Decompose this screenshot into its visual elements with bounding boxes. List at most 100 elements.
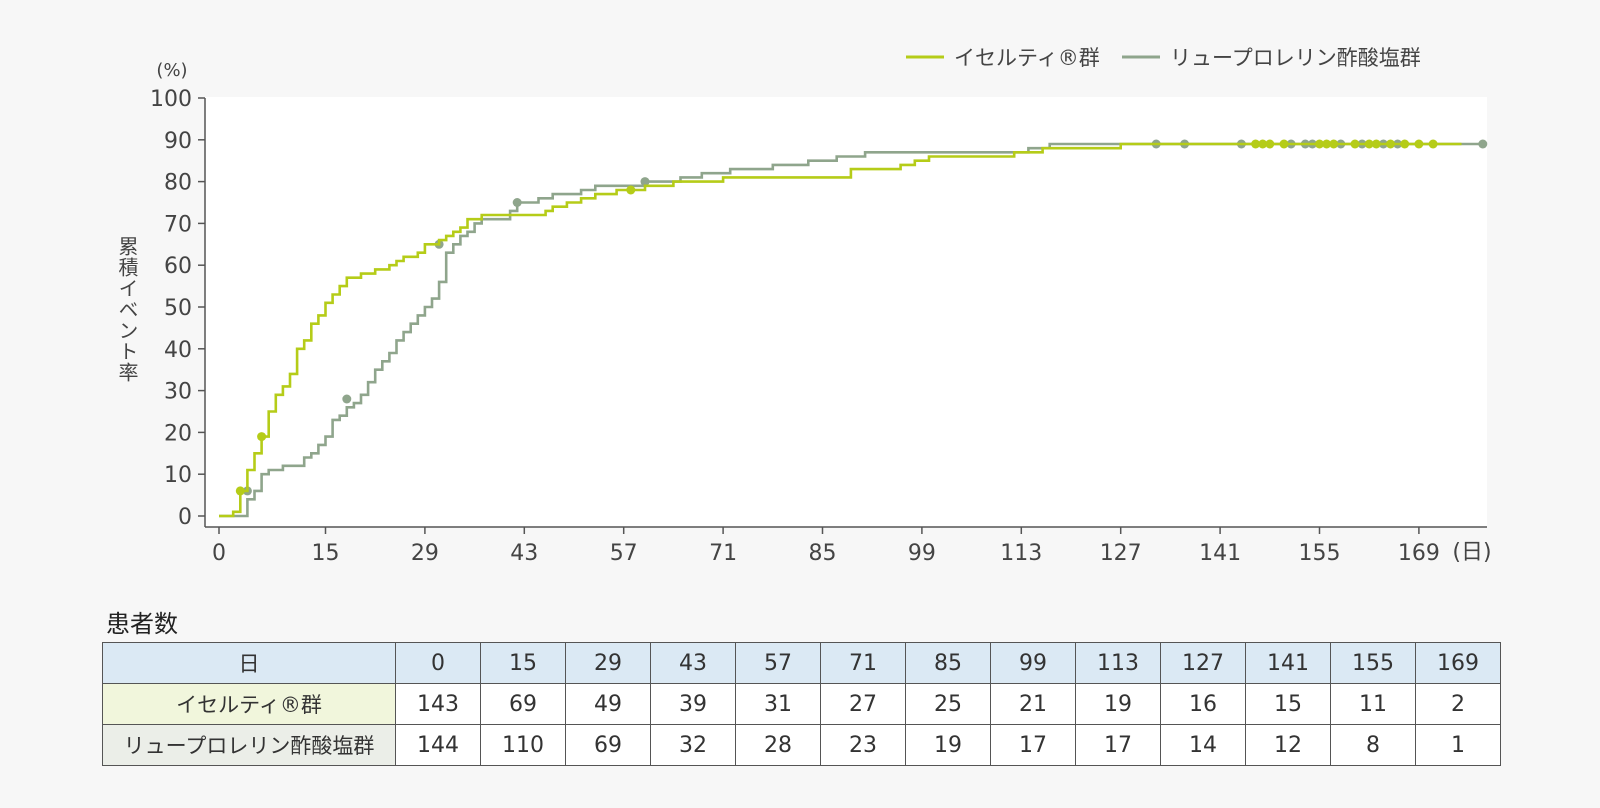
table-cell: 12 — [1245, 724, 1331, 766]
y-tick-label: 50 — [164, 296, 192, 321]
table-header-day: 169 — [1415, 642, 1501, 684]
table-header-day: 155 — [1330, 642, 1416, 684]
censor-mark — [640, 177, 650, 187]
x-axis-unit: (日) — [1452, 540, 1491, 565]
table-cell: 69 — [480, 683, 566, 725]
table-cell: 21 — [990, 683, 1076, 725]
table-cell: 28 — [735, 724, 821, 766]
y-tick-label: 100 — [150, 87, 192, 112]
axes: 0 10 20 30 40 50 60 70 80 90 100 0 15 29 43 57 71 85 99 113… — [150, 87, 1487, 566]
censor-mark — [1350, 139, 1360, 149]
y-tick-label: 20 — [164, 421, 192, 446]
table-header-day: 0 — [395, 642, 481, 684]
censor-mark — [626, 185, 636, 195]
table-header-day: 15 — [480, 642, 566, 684]
table-row-label: イセルティ®群 — [102, 683, 396, 725]
y-tick-label: 40 — [164, 338, 192, 363]
table-cell: 144 — [395, 724, 481, 766]
censor-mark — [1329, 139, 1339, 149]
x-tick-label: 169 — [1398, 541, 1440, 566]
series-line-0 — [219, 142, 1462, 518]
censor-mark — [1371, 139, 1381, 149]
legend-label-iserty: イセルティ®群 — [954, 46, 1100, 70]
series-layer — [219, 139, 1488, 518]
censor-mark — [1428, 139, 1438, 149]
table-cell: 1 — [1415, 724, 1501, 766]
x-tick-label: 141 — [1199, 541, 1241, 566]
censor-mark — [1279, 139, 1289, 149]
censor-mark — [1258, 139, 1268, 149]
x-tick-label: 29 — [411, 541, 439, 566]
table-cell: 16 — [1160, 683, 1246, 725]
censor-mark — [1315, 139, 1324, 149]
table-header-day: 71 — [820, 642, 906, 684]
table-cell: 8 — [1330, 724, 1416, 766]
censor-mark — [512, 198, 522, 207]
chart: 0 10 20 30 40 50 60 70 80 90 100 0 15 29 43 57 71 85 99 113… — [115, 46, 1492, 566]
censor-mark — [1265, 139, 1275, 149]
y-axis-unit: (%) — [156, 60, 187, 81]
plot-area — [205, 97, 1487, 527]
legend: イセルティ®群 リュープロレリン酢酸塩群 — [906, 46, 1421, 70]
x-tick-label: 71 — [709, 541, 737, 566]
table-cell: 39 — [650, 683, 736, 725]
table-row: リュープロレリン酢酸塩群 144 110 69 32 28 23 19 17 17 14 12 8 1 — [102, 724, 1501, 766]
censor-mark — [1251, 139, 1261, 149]
table-header-day: 99 — [990, 642, 1076, 684]
censor-mark — [342, 394, 352, 404]
table-cell: 17 — [990, 724, 1076, 766]
table-cell: 15 — [1245, 683, 1331, 725]
y-tick-label: 80 — [164, 171, 192, 196]
x-tick-label: 15 — [312, 541, 340, 566]
table-cell: 110 — [480, 724, 566, 766]
table-cell: 27 — [820, 683, 906, 725]
censor-mark — [1414, 139, 1424, 149]
y-tick-label: 70 — [164, 212, 192, 237]
censor-mark — [257, 432, 267, 442]
table-header-day: 127 — [1160, 642, 1246, 684]
table-header-day: 57 — [735, 642, 821, 684]
censor-mark — [1478, 139, 1488, 149]
censor-mark — [1322, 139, 1332, 149]
x-tick-label: 43 — [510, 541, 538, 566]
table-cell: 25 — [905, 683, 991, 725]
table-row: イセルティ®群 143 69 49 39 31 27 25 21 19 16 15 11 2 — [102, 683, 1501, 725]
table-header-day: 113 — [1075, 642, 1161, 684]
table-header-row: 日 0 15 29 43 57 71 85 99 113 127 141 155 169 — [102, 642, 1501, 684]
censor-mark — [1386, 139, 1395, 149]
censor-mark — [1400, 139, 1410, 149]
table-header-day-label: 日 — [102, 642, 396, 684]
x-tick-label: 99 — [908, 541, 936, 566]
table-cell: 31 — [735, 683, 821, 725]
legend-label-leuprorelin: リュープロレリン酢酸塩群 — [1170, 46, 1421, 70]
table-cell: 11 — [1330, 683, 1416, 725]
censor-mark — [235, 486, 245, 496]
series-line-1 — [219, 142, 1483, 518]
table-cell: 14 — [1160, 724, 1246, 766]
at-risk-table-title: 患者数 — [106, 610, 178, 638]
x-tick-label: 85 — [809, 541, 837, 566]
table-header-day: 43 — [650, 642, 736, 684]
x-tick-label: 113 — [1000, 541, 1042, 566]
table-header-day: 141 — [1245, 642, 1331, 684]
table-cell: 19 — [905, 724, 991, 766]
y-tick-label: 30 — [164, 380, 192, 405]
at-risk-table: 日 0 15 29 43 57 71 85 99 113 127 141 155 169 イセルティ®群 14… — [102, 642, 1501, 766]
x-tick-label: 0 — [212, 541, 226, 566]
table-header-day: 29 — [565, 642, 651, 684]
table-header-day: 85 — [905, 642, 991, 684]
table-cell: 32 — [650, 724, 736, 766]
x-tick-label: 127 — [1100, 541, 1142, 566]
y-tick-label: 10 — [164, 463, 192, 488]
y-tick-label: 60 — [164, 254, 192, 279]
x-tick-label: 155 — [1299, 541, 1341, 566]
table-cell: 19 — [1075, 683, 1161, 725]
table-cell: 23 — [820, 724, 906, 766]
table-cell: 143 — [395, 683, 481, 725]
censor-mark — [1364, 139, 1374, 149]
table-cell: 17 — [1075, 724, 1161, 766]
y-tick-label: 0 — [178, 505, 192, 530]
table-row-label: リュープロレリン酢酸塩群 — [102, 724, 396, 766]
table-cell: 69 — [565, 724, 651, 766]
x-tick-label: 57 — [610, 541, 638, 566]
